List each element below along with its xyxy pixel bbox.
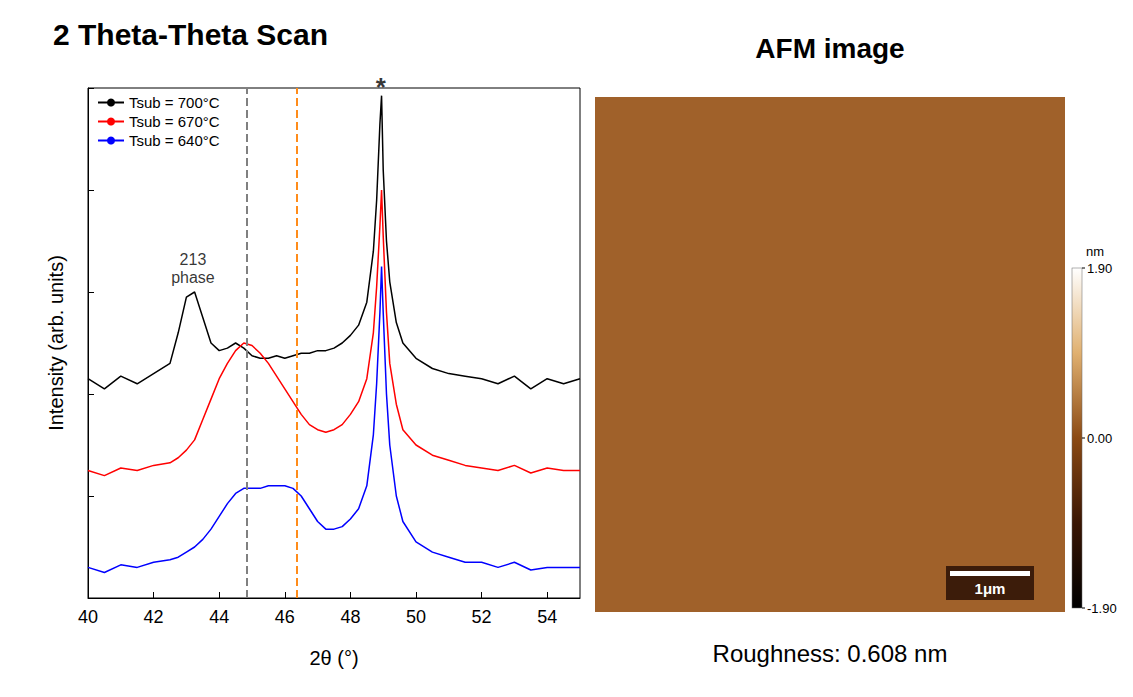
svg-text:52: 52 — [472, 607, 492, 627]
svg-text:54: 54 — [537, 607, 557, 627]
svg-text:0.00: 0.00 — [1087, 431, 1112, 446]
svg-text:48: 48 — [340, 607, 360, 627]
svg-text:42: 42 — [144, 607, 164, 627]
svg-text:-1.90: -1.90 — [1087, 601, 1117, 616]
svg-text:44: 44 — [209, 607, 229, 627]
svg-text:40: 40 — [78, 607, 98, 627]
svg-text:1.90: 1.90 — [1087, 261, 1112, 276]
svg-text:50: 50 — [406, 607, 426, 627]
svg-text:AFM image: AFM image — [755, 33, 904, 64]
svg-text:1μm: 1μm — [975, 580, 1006, 597]
svg-text:213: 213 — [180, 251, 207, 268]
svg-text:Tsub = 700°C: Tsub = 700°C — [129, 94, 220, 111]
svg-text:Tsub = 670°C: Tsub = 670°C — [129, 113, 220, 130]
svg-text:Roughness: 0.608 nm: Roughness: 0.608 nm — [713, 640, 948, 667]
svg-text:2 Theta-Theta Scan: 2 Theta-Theta Scan — [53, 18, 328, 51]
svg-text:2θ (°): 2θ (°) — [309, 647, 358, 669]
svg-text:nm: nm — [1086, 244, 1104, 259]
svg-text:46: 46 — [275, 607, 295, 627]
svg-text:*: * — [376, 72, 387, 102]
svg-text:phase: phase — [171, 269, 215, 286]
svg-text:Intensity (arb. units): Intensity (arb. units) — [45, 255, 67, 431]
svg-text:Tsub = 640°C: Tsub = 640°C — [129, 132, 220, 149]
